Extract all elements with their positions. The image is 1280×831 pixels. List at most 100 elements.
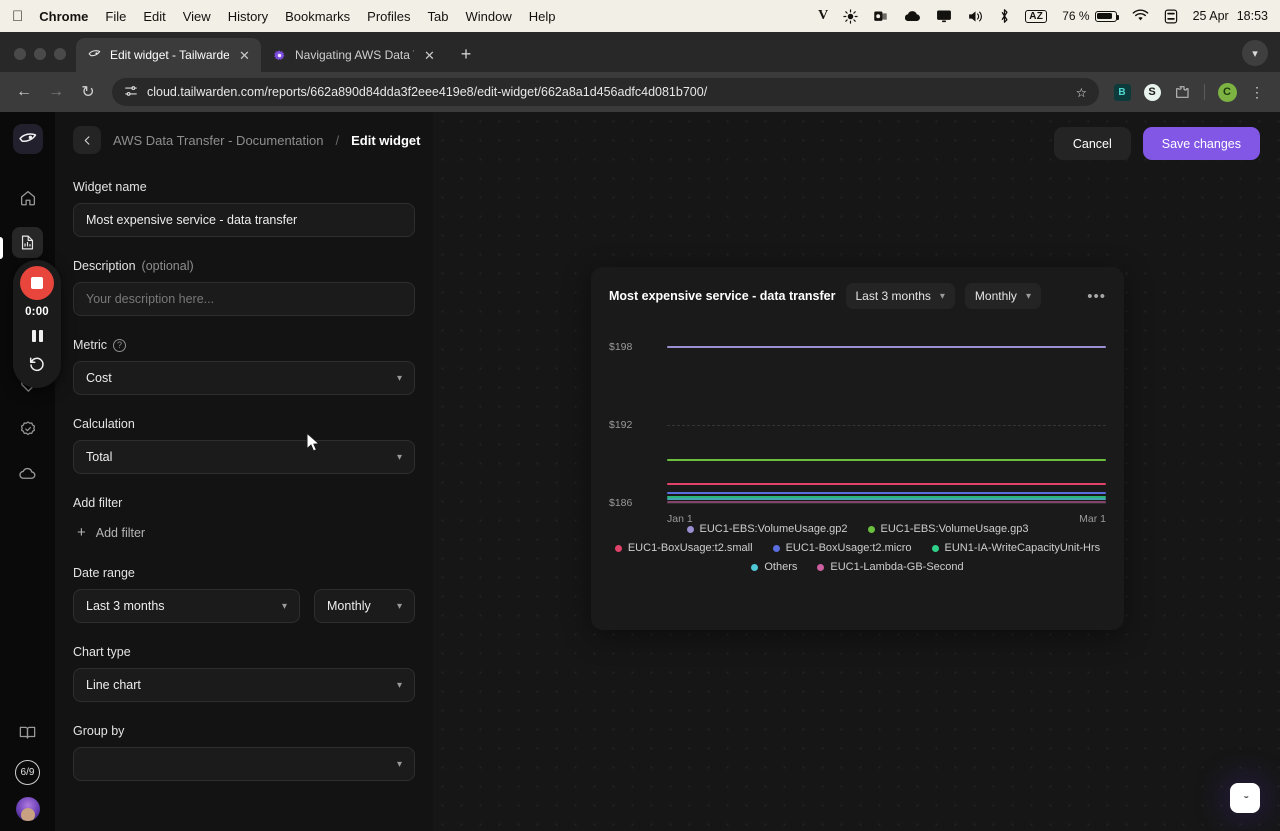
breadcrumb-separator: / [335, 132, 340, 148]
sidebar-item-cloud[interactable] [12, 458, 43, 489]
browser-tab-active[interactable]: Edit widget - Tailwarden ✕ [76, 38, 261, 72]
legend-item[interactable]: EUC1-EBS:VolumeUsage.gp3 [867, 523, 1028, 535]
outlook-icon[interactable] [873, 9, 888, 24]
back-button[interactable]: ← [16, 83, 32, 100]
maximize-window-button[interactable] [54, 48, 66, 60]
card-menu-icon[interactable]: ••• [1087, 287, 1106, 305]
menu-item-chrome[interactable]: Chrome [28, 8, 88, 24]
display-icon[interactable] [936, 9, 952, 24]
site-settings-icon[interactable] [124, 84, 138, 101]
legend-item[interactable]: EUN1-IA-WriteCapacityUnit-Hrs [931, 542, 1100, 554]
bluetooth-icon[interactable] [999, 8, 1010, 24]
reload-button[interactable]: ↻ [81, 84, 95, 101]
close-tab-button[interactable]: ✕ [424, 47, 435, 63]
minimize-window-button[interactable] [34, 48, 46, 60]
keyboard-layout-badge[interactable]: AZ [1025, 9, 1048, 23]
calculation-select[interactable]: Total ▾ [73, 440, 415, 474]
metric-select[interactable]: Cost ▾ [73, 361, 415, 395]
tailwarden-logo-icon[interactable] [12, 124, 43, 154]
bookmark-star-icon[interactable]: ☆ [1075, 85, 1087, 100]
cloud-storage-icon[interactable] [903, 9, 921, 24]
extension-s-icon[interactable]: S [1139, 79, 1165, 105]
menu-item-file[interactable]: File [94, 8, 126, 24]
x-tick-label: Mar 1 [1079, 513, 1106, 525]
granularity-select[interactable]: Monthly ▾ [314, 589, 415, 623]
date-range-select[interactable]: Last 3 months ▾ [73, 589, 300, 623]
forward-button[interactable]: → [48, 83, 64, 100]
add-filter-button[interactable]: + Add filter [73, 519, 415, 546]
menu-item-view[interactable]: View [171, 8, 211, 24]
profile-avatar[interactable]: C [1214, 79, 1240, 105]
save-changes-button[interactable]: Save changes [1142, 127, 1260, 160]
card-granularity-pill[interactable]: Monthly ▾ [964, 283, 1041, 309]
wifi-icon[interactable] [1132, 9, 1149, 23]
window-traffic-lights[interactable] [10, 48, 76, 72]
control-center-icon[interactable] [1164, 9, 1178, 24]
stop-recording-button[interactable] [20, 266, 54, 300]
browser-tab-inactive[interactable]: Navigating AWS Data Transfe ✕ [261, 38, 446, 72]
legend-item[interactable]: EUC1-BoxUsage:t2.micro [772, 542, 912, 554]
legend-label: EUC1-EBS:VolumeUsage.gp2 [699, 523, 848, 535]
add-filter-label: Add filter [73, 496, 123, 510]
vpn-status-icon[interactable]: V [818, 8, 829, 23]
help-circle-icon[interactable]: ? [113, 338, 127, 352]
menu-item-window[interactable]: Window [454, 8, 512, 24]
card-date-range-pill[interactable]: Last 3 months ▾ [845, 283, 955, 309]
description-input[interactable]: Your description here... [73, 282, 415, 316]
onboarding-progress-badge[interactable]: 6/9 [15, 760, 40, 785]
edit-widget-panel: AWS Data Transfer - Documentation / Edit… [55, 112, 433, 831]
sidebar-item-reports[interactable] [12, 227, 43, 258]
legend-item[interactable]: EUC1-EBS:VolumeUsage.gp2 [686, 523, 848, 535]
chrome-menu-icon[interactable]: ⋮ [1250, 83, 1264, 100]
legend-item[interactable]: Others [751, 561, 797, 573]
new-tab-button[interactable]: + [460, 44, 472, 64]
cancel-button[interactable]: Cancel [1053, 127, 1131, 160]
legend-item[interactable]: EUC1-Lambda-GB-Second [817, 561, 964, 573]
extensions-puzzle-icon[interactable] [1169, 79, 1195, 105]
group-by-select[interactable]: ▾ [73, 747, 415, 781]
legend-label: EUC1-Lambda-GB-Second [830, 561, 964, 573]
sidebar-item-checks[interactable] [12, 413, 43, 444]
menubar-date[interactable]: 25 Apr [1192, 9, 1229, 23]
close-tab-button[interactable]: ✕ [239, 47, 250, 63]
menubar-time[interactable]: 18:53 [1236, 9, 1268, 23]
panel-header: AWS Data Transfer - Documentation / Edit… [55, 112, 433, 168]
sidebar-item-docs[interactable] [12, 717, 43, 748]
sidebar-item-home[interactable] [12, 182, 43, 213]
menu-item-edit[interactable]: Edit [132, 8, 165, 24]
series-line-euc1-ebs-volumeusage-gp2 [667, 346, 1106, 348]
extension-b-icon[interactable]: B [1109, 79, 1135, 105]
series-line-euc1-boxusage-t2-small [667, 483, 1106, 485]
apple-logo-icon[interactable]:  [12, 9, 23, 24]
back-to-report-button[interactable] [73, 126, 101, 154]
legend-item[interactable]: EUC1-BoxUsage:t2.small [614, 542, 753, 554]
y-tick-label: $192 [609, 419, 633, 431]
pause-recording-button[interactable] [31, 326, 43, 346]
menu-item-help[interactable]: Help [517, 8, 556, 24]
widget-name-input[interactable]: Most expensive service - data transfer [73, 203, 415, 237]
chart-type-select[interactable]: Line chart ▾ [73, 668, 415, 702]
menu-item-profiles[interactable]: Profiles [355, 8, 410, 24]
address-bar[interactable]: cloud.tailwarden.com/reports/662a890d84d… [112, 78, 1099, 106]
menu-item-bookmarks[interactable]: Bookmarks [273, 8, 350, 24]
sidebar-rail: 6/9 [0, 112, 55, 831]
legend-label: EUC1-BoxUsage:t2.small [627, 542, 753, 554]
settings-sun-icon[interactable] [843, 8, 858, 24]
chart-type-value: Line chart [86, 678, 141, 692]
y-tick-label: $186 [609, 497, 633, 509]
volume-icon[interactable] [967, 9, 984, 24]
restart-recording-button[interactable] [28, 354, 46, 374]
tab-strip: Edit widget - Tailwarden ✕ Navigating AW… [0, 32, 1280, 72]
page-title: Edit widget [351, 132, 421, 148]
date-range-row: Last 3 months ▾ Monthly ▾ [73, 589, 415, 623]
chart-type-label: Chart type [73, 645, 131, 659]
close-window-button[interactable] [14, 48, 26, 60]
menu-item-history[interactable]: History [216, 8, 268, 24]
chat-bubble-icon[interactable] [1230, 783, 1260, 813]
menu-item-tab[interactable]: Tab [416, 8, 449, 24]
chevron-down-icon[interactable]: ▾ [1242, 40, 1268, 66]
battery-status[interactable]: 76 % [1062, 9, 1120, 23]
user-avatar[interactable] [15, 797, 40, 821]
breadcrumb-parent[interactable]: AWS Data Transfer - Documentation [113, 132, 324, 148]
plus-icon: + [77, 524, 86, 541]
